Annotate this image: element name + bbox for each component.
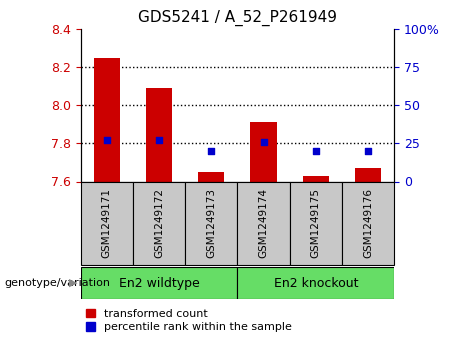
Bar xyxy=(250,122,277,182)
Bar xyxy=(185,182,237,265)
Text: ▶: ▶ xyxy=(69,278,77,288)
Bar xyxy=(81,182,133,265)
Bar xyxy=(342,182,394,265)
Bar xyxy=(237,267,394,299)
Text: GSM1249175: GSM1249175 xyxy=(311,188,321,258)
Bar xyxy=(146,88,172,182)
Bar xyxy=(303,176,329,182)
Bar xyxy=(355,168,381,182)
Bar xyxy=(198,172,225,182)
Text: GSM1249172: GSM1249172 xyxy=(154,188,164,258)
Bar xyxy=(133,182,185,265)
Text: GSM1249176: GSM1249176 xyxy=(363,188,373,258)
Point xyxy=(312,148,319,154)
Point xyxy=(364,148,372,154)
Bar xyxy=(81,267,237,299)
Legend: transformed count, percentile rank within the sample: transformed count, percentile rank withi… xyxy=(86,309,292,332)
Point xyxy=(103,138,111,143)
Bar xyxy=(94,58,120,182)
Text: GSM1249171: GSM1249171 xyxy=(102,188,112,258)
Point xyxy=(207,148,215,154)
Point xyxy=(260,139,267,145)
Bar xyxy=(237,182,290,265)
Text: GSM1249174: GSM1249174 xyxy=(259,188,269,258)
Text: En2 wildtype: En2 wildtype xyxy=(118,277,200,290)
Bar xyxy=(290,182,342,265)
Text: GSM1249173: GSM1249173 xyxy=(206,188,216,258)
Text: En2 knockout: En2 knockout xyxy=(273,277,358,290)
Title: GDS5241 / A_52_P261949: GDS5241 / A_52_P261949 xyxy=(138,10,337,26)
Text: genotype/variation: genotype/variation xyxy=(5,278,111,288)
Point xyxy=(155,138,163,143)
